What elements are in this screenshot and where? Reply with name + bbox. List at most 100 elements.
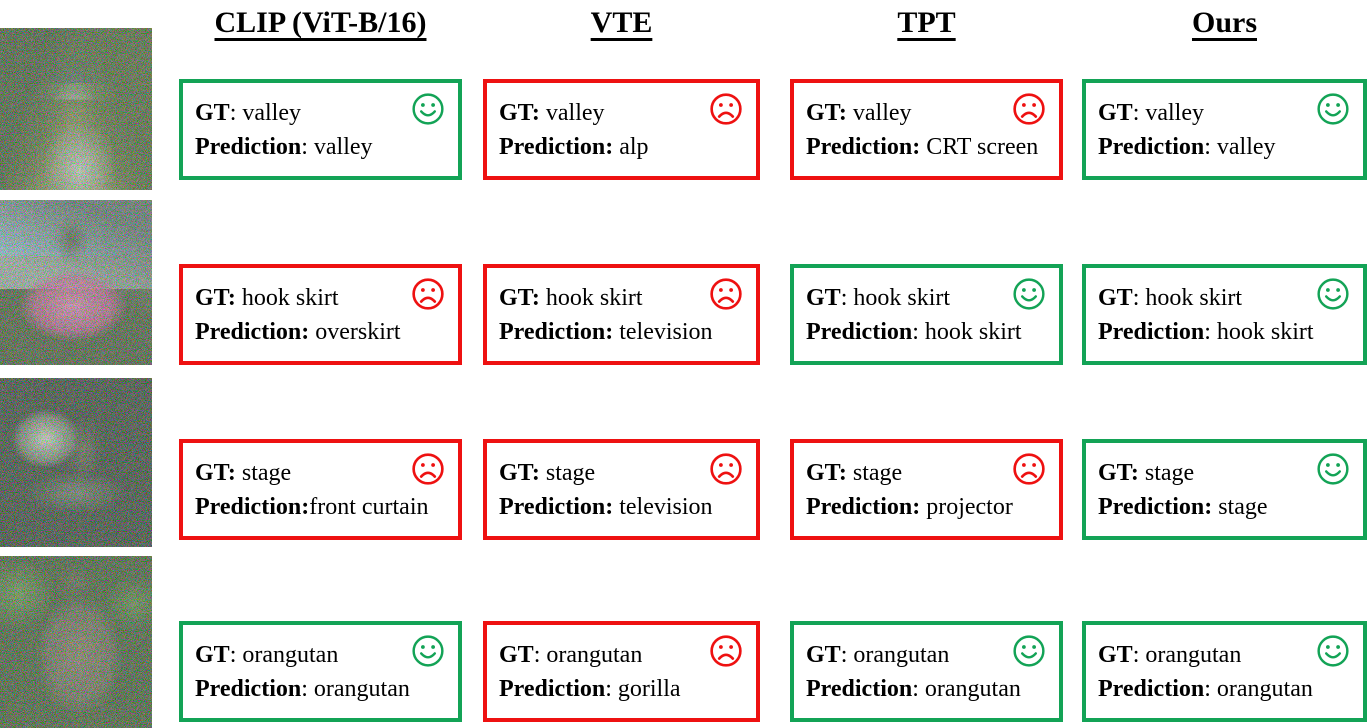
- prediction-box: GT: valley Prediction: CRT screen: [790, 79, 1063, 180]
- gt-line: GT: hook skirt: [499, 281, 750, 315]
- frowny-face-icon: [709, 634, 743, 668]
- prediction-label: Prediction:: [806, 133, 921, 160]
- prediction-value: CRT screen: [920, 133, 1039, 160]
- prediction-box: GT: hook skirt Prediction: television: [483, 264, 760, 365]
- prediction-line: Prediction: CRT screen: [806, 130, 1053, 164]
- gt-value: : hook skirt: [1132, 284, 1243, 311]
- gt-value: : orangutan: [840, 641, 950, 668]
- prediction-box: GT: orangutan Prediction: orangutan: [179, 621, 462, 722]
- gt-value: : orangutan: [1132, 641, 1242, 668]
- gt-line: GT: orangutan: [195, 638, 452, 672]
- smiley-face-icon: [1012, 277, 1046, 311]
- gt-value: hook skirt: [539, 284, 643, 311]
- prediction-label: Prediction:: [499, 133, 614, 160]
- prediction-label: Prediction:: [1098, 493, 1213, 520]
- gt-label: GT: [195, 99, 230, 126]
- prediction-label: Prediction:: [195, 493, 310, 520]
- gt-value: stage: [846, 459, 903, 486]
- gt-label: GT: [1098, 641, 1133, 668]
- prediction-line: Prediction: television: [499, 490, 750, 524]
- prediction-value: stage: [1212, 493, 1268, 520]
- gt-label: GT: [195, 641, 230, 668]
- gt-value: : valley: [1132, 99, 1204, 126]
- prediction-box: GT: hook skirt Prediction: overskirt: [179, 264, 462, 365]
- gt-label: GT:: [195, 459, 236, 486]
- figure-row-orangutan: GT: orangutan Prediction: orangutan GT: …: [0, 556, 1370, 728]
- smiley-face-icon: [1012, 634, 1046, 668]
- column-header-clip-label: CLIP (ViT-B/16): [214, 6, 427, 39]
- prediction-line: Prediction: valley: [195, 130, 452, 164]
- prediction-line: Prediction: overskirt: [195, 315, 452, 349]
- gt-value: valley: [539, 99, 605, 126]
- gt-value: : hook skirt: [840, 284, 951, 311]
- noisy-image-valley: [0, 28, 152, 190]
- prediction-value: television: [613, 493, 713, 520]
- column-header-ours-label: Ours: [1191, 6, 1257, 39]
- prediction-label: Prediction: [195, 675, 302, 702]
- prediction-box: GT: valley Prediction: alp: [483, 79, 760, 180]
- gt-line: GT: valley: [806, 96, 1053, 130]
- prediction-value: : gorilla: [605, 675, 681, 702]
- prediction-line: Prediction: stage: [1098, 490, 1357, 524]
- prediction-value: : valley: [301, 133, 373, 160]
- prediction-line: Prediction: hook skirt: [1098, 315, 1357, 349]
- prediction-line: Prediction: alp: [499, 130, 750, 164]
- gt-line: GT: orangutan: [1098, 638, 1357, 672]
- prediction-line: Prediction: gorilla: [499, 672, 750, 706]
- gt-label: GT: [1098, 284, 1133, 311]
- gt-value: : valley: [229, 99, 301, 126]
- frowny-face-icon: [709, 277, 743, 311]
- gt-value: : orangutan: [533, 641, 643, 668]
- gt-line: GT: valley: [499, 96, 750, 130]
- prediction-box: GT: orangutan Prediction: orangutan: [1082, 621, 1367, 722]
- prediction-label: Prediction:: [195, 318, 310, 345]
- gt-label: GT:: [499, 99, 540, 126]
- prediction-line: Prediction: orangutan: [195, 672, 452, 706]
- prediction-box: GT: stage Prediction:front curtain: [179, 439, 462, 540]
- prediction-line: Prediction: hook skirt: [806, 315, 1053, 349]
- gt-value: hook skirt: [235, 284, 339, 311]
- figure-row-stage: GT: stage Prediction:front curtain GT: s…: [0, 378, 1370, 547]
- smiley-face-icon: [1316, 92, 1350, 126]
- prediction-value: overskirt: [309, 318, 401, 345]
- gt-line: GT: stage: [1098, 456, 1357, 490]
- column-header-vte: VTE: [483, 1, 760, 47]
- pixel-noise-overlay: [0, 28, 152, 190]
- smiley-face-icon: [1316, 452, 1350, 486]
- prediction-line: Prediction: valley: [1098, 130, 1357, 164]
- gt-line: GT: valley: [1098, 96, 1357, 130]
- pixel-noise-overlay: [0, 200, 152, 365]
- gt-label: GT:: [195, 284, 236, 311]
- frowny-face-icon: [1012, 452, 1046, 486]
- figure-row-hook-skirt: GT: hook skirt Prediction: overskirt GT:…: [0, 200, 1370, 365]
- gt-label: GT: [806, 284, 841, 311]
- prediction-box: GT: hook skirt Prediction: hook skirt: [1082, 264, 1367, 365]
- prediction-line: Prediction: projector: [806, 490, 1053, 524]
- prediction-line: Prediction: television: [499, 315, 750, 349]
- prediction-box: GT: stage Prediction: stage: [1082, 439, 1367, 540]
- column-header-ours: Ours: [1082, 1, 1367, 47]
- prediction-value: : orangutan: [912, 675, 1021, 702]
- column-header-tpt-label: TPT: [897, 6, 956, 39]
- column-header-vte-label: VTE: [590, 6, 653, 39]
- noisy-image-stage: [0, 378, 152, 547]
- prediction-value: : orangutan: [1204, 675, 1313, 702]
- gt-label: GT: [499, 641, 534, 668]
- gt-line: GT: stage: [195, 456, 452, 490]
- prediction-box: GT: orangutan Prediction: gorilla: [483, 621, 760, 722]
- prediction-label: Prediction:: [499, 318, 614, 345]
- prediction-value: projector: [920, 493, 1013, 520]
- prediction-value: alp: [613, 133, 649, 160]
- gt-label: GT: [1098, 99, 1133, 126]
- smiley-face-icon: [1316, 277, 1350, 311]
- smiley-face-icon: [411, 634, 445, 668]
- prediction-line: Prediction: orangutan: [1098, 672, 1357, 706]
- column-header-clip: CLIP (ViT-B/16): [179, 1, 462, 47]
- smiley-face-icon: [411, 92, 445, 126]
- prediction-value: front curtain: [309, 493, 429, 520]
- prediction-label: Prediction:: [499, 493, 614, 520]
- prediction-box: GT: hook skirt Prediction: hook skirt: [790, 264, 1063, 365]
- frowny-face-icon: [411, 277, 445, 311]
- prediction-box: GT: stage Prediction: television: [483, 439, 760, 540]
